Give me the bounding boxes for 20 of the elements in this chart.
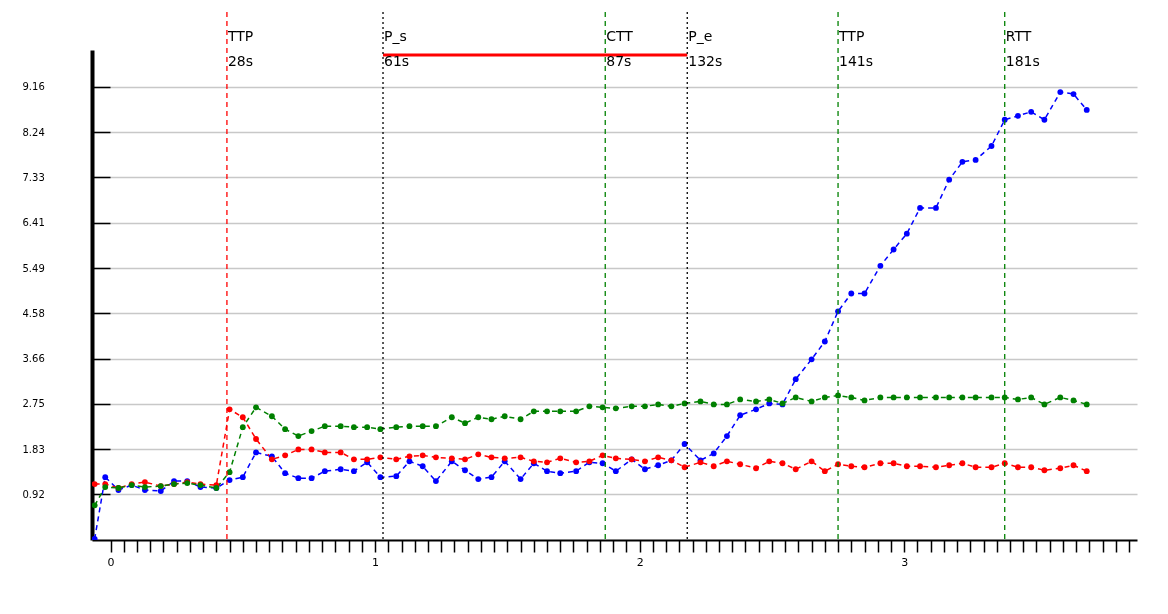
x-tick-label: 2 — [636, 555, 644, 569]
ref-line-label: RTT 181s — [1005, 28, 1040, 69]
ref-line-label: TTP 141s — [838, 28, 874, 69]
y-tick-label: 8.24 — [22, 126, 45, 138]
y-tick-label: 0.92 — [22, 488, 45, 500]
ref-line-label: CTT 87s — [606, 28, 634, 69]
x-tick-label: 1 — [372, 555, 380, 569]
y-tick-label: 4.58 — [22, 307, 45, 319]
ref-line-label: P_e 132s — [688, 28, 723, 69]
x-tick-label: 3 — [901, 555, 909, 569]
y-tick-label: 5.49 — [22, 262, 45, 274]
x-tick-label: 0 — [107, 555, 115, 569]
ref-line-label: TTP 28s — [226, 28, 254, 69]
y-tick-label: 6.41 — [22, 217, 45, 229]
y-tick-label: 9.16 — [22, 81, 45, 93]
ref-line-label: P_s 61s — [384, 28, 410, 69]
y-tick-label: 2.75 — [22, 398, 45, 410]
y-tick-label: 3.66 — [22, 353, 45, 365]
y-tick-label: 7.33 — [22, 171, 45, 183]
y-tick-label: 1.83 — [22, 443, 45, 455]
